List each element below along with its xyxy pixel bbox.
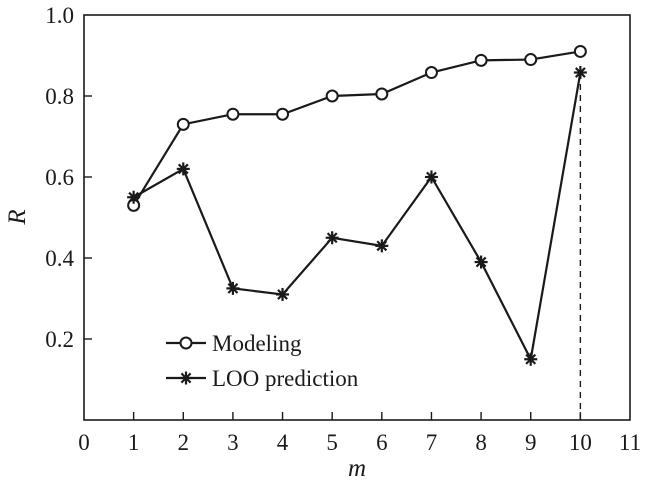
data-point [127,190,141,204]
data-point [474,53,488,67]
y-tick-labels: 0.2 0.4 0.6 0.8 1.0 [45,3,74,352]
series-line [133,72,582,363]
legend-item: LOO prediction [166,366,359,391]
x-axis-title: m [348,455,366,482]
y-tick-label: 0.2 [45,327,74,352]
data-point [573,66,587,80]
x-tick-label: 3 [227,430,239,455]
data-point [474,255,488,269]
y-axis-title: R [4,209,31,225]
data-point [375,239,389,253]
x-tick-label: 1 [128,430,140,455]
legend-marker [179,336,193,350]
data-point [375,87,389,101]
x-tick-label: 9 [525,430,537,455]
data-point [226,107,240,121]
legend: Modeling LOO prediction [166,331,359,391]
data-point [424,66,438,80]
x-tick-label: 10 [569,430,592,455]
x-tick-label: 4 [277,430,289,455]
legend-item: Modeling [166,331,302,356]
series-2 [127,66,587,366]
series-line [132,50,581,206]
data-point [325,231,339,245]
data-point [276,107,290,121]
x-tick-label: 2 [178,430,190,455]
x-tick-label: 7 [426,430,438,455]
data-point [176,117,190,131]
x-tick-label: 0 [78,430,90,455]
plot-frame [83,14,631,421]
series-1 [127,44,587,212]
data-point [524,53,538,67]
data-point [424,170,438,184]
y-tick-label: 1.0 [45,3,74,28]
y-tick-label: 0.6 [45,165,74,190]
y-tick-label: 0.4 [45,246,74,271]
y-tick-label: 0.8 [45,84,74,109]
axis-ticks [84,95,582,420]
data-point [524,352,538,366]
legend-label: LOO prediction [212,366,359,391]
data-point [276,287,290,301]
data-point [573,44,587,58]
x-tick-label: 11 [619,430,641,455]
series-layer [127,44,587,366]
legend-label: Modeling [212,331,302,356]
x-tick-label: 8 [475,430,487,455]
legend-marker [179,371,193,385]
data-point [325,89,339,103]
data-point [176,162,190,176]
data-point [226,281,240,295]
x-tick-labels: 0 1 2 3 4 5 6 7 8 9 10 11 [78,430,641,455]
x-tick-label: 6 [376,430,388,455]
x-tick-label: 5 [326,430,338,455]
